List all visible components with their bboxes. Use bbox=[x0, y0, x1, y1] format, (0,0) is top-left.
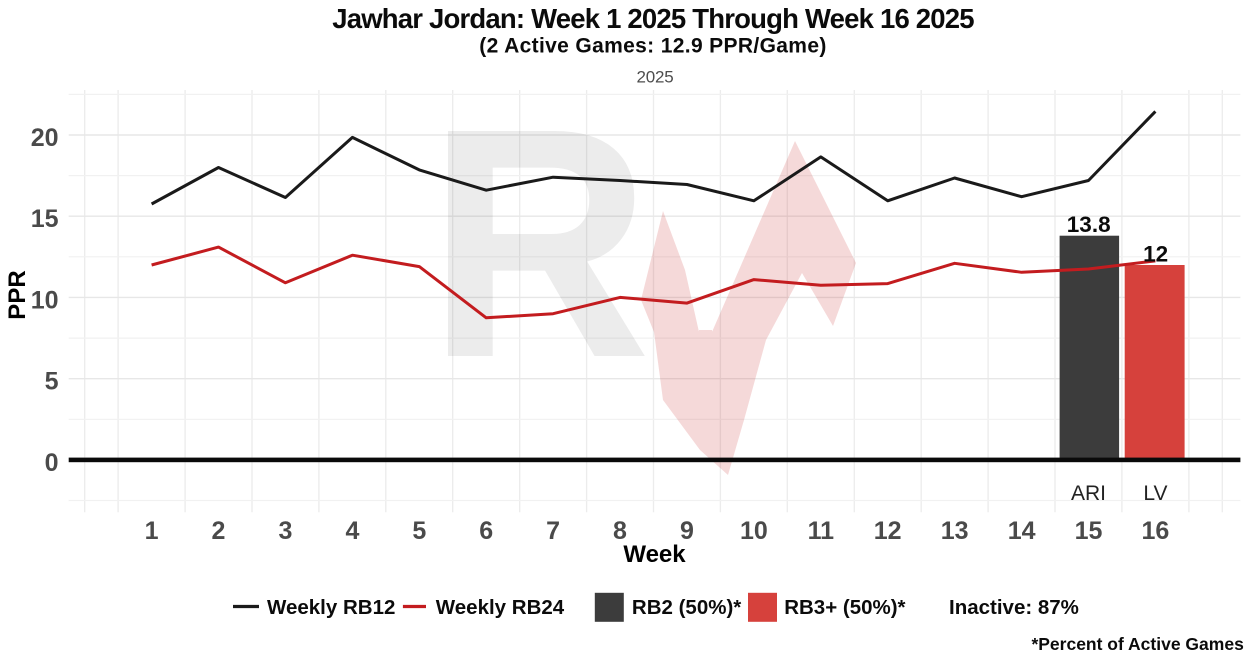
svg-text:Week: Week bbox=[623, 541, 686, 568]
svg-text:8: 8 bbox=[613, 517, 627, 545]
svg-text:R: R bbox=[427, 60, 651, 425]
svg-text:PPR: PPR bbox=[4, 270, 31, 319]
svg-text:Weekly RB24: Weekly RB24 bbox=[436, 596, 565, 619]
svg-text:*Percent of Active Games: *Percent of Active Games bbox=[1031, 634, 1244, 654]
svg-text:20: 20 bbox=[31, 124, 59, 152]
svg-text:5: 5 bbox=[412, 517, 426, 545]
svg-text:15: 15 bbox=[31, 205, 59, 233]
svg-text:10: 10 bbox=[740, 517, 768, 545]
svg-text:ARI: ARI bbox=[1071, 482, 1106, 505]
svg-text:RB3+ (50%)*: RB3+ (50%)* bbox=[784, 596, 905, 619]
svg-text:(2 Active Games: 12.9 PPR/Game: (2 Active Games: 12.9 PPR/Game) bbox=[479, 35, 826, 58]
svg-text:Inactive: 87%: Inactive: 87% bbox=[949, 596, 1079, 619]
svg-text:9: 9 bbox=[680, 517, 694, 545]
svg-text:Jawhar Jordan: Week 1 2025 Thr: Jawhar Jordan: Week 1 2025 Through Week … bbox=[332, 3, 974, 34]
svg-text:12: 12 bbox=[874, 517, 902, 545]
svg-text:11: 11 bbox=[808, 517, 835, 545]
svg-text:0: 0 bbox=[45, 449, 59, 477]
svg-text:RB2 (50%)*: RB2 (50%)* bbox=[632, 596, 741, 619]
svg-text:13.8: 13.8 bbox=[1067, 212, 1111, 237]
svg-text:2: 2 bbox=[212, 517, 226, 545]
svg-text:LV: LV bbox=[1143, 482, 1167, 505]
svg-text:10: 10 bbox=[31, 286, 59, 314]
svg-text:14: 14 bbox=[1008, 517, 1036, 545]
svg-text:3: 3 bbox=[278, 517, 292, 545]
svg-text:12: 12 bbox=[1143, 242, 1168, 267]
svg-text:7: 7 bbox=[546, 517, 560, 545]
svg-text:2025: 2025 bbox=[636, 68, 673, 87]
svg-text:13: 13 bbox=[941, 517, 969, 545]
svg-text:4: 4 bbox=[345, 517, 359, 545]
svg-text:Weekly RB12: Weekly RB12 bbox=[267, 596, 395, 619]
svg-text:16: 16 bbox=[1141, 517, 1169, 545]
svg-text:15: 15 bbox=[1075, 517, 1103, 545]
svg-text:1: 1 bbox=[145, 517, 159, 545]
svg-text:5: 5 bbox=[45, 368, 59, 396]
svg-text:6: 6 bbox=[479, 517, 493, 545]
